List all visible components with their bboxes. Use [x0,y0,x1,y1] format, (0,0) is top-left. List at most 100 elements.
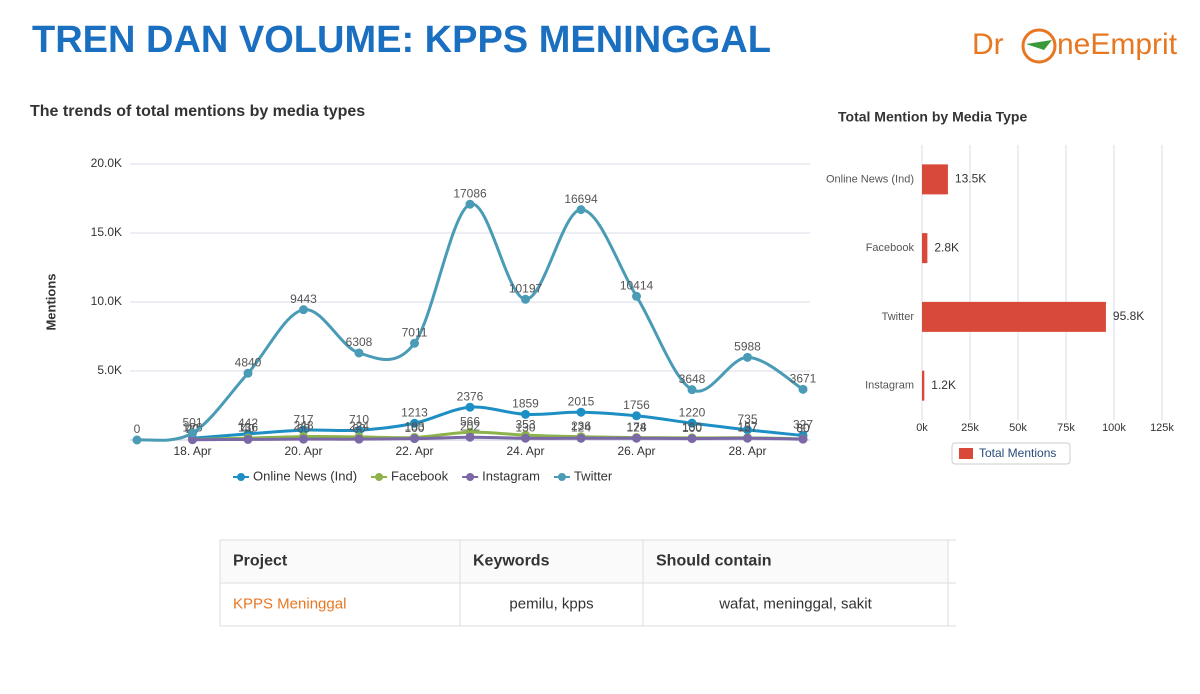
series-line [192,435,804,442]
point [354,434,364,444]
logo-icon [1021,28,1057,64]
data-label: 353 [515,417,535,431]
data-label: 157 [737,420,757,434]
data-label: 95.8K [1113,309,1144,323]
point [410,338,419,348]
legend-label: Twitter [574,468,613,483]
legend-label: Facebook [391,468,449,483]
point [743,352,752,362]
point [465,432,475,442]
point [576,205,586,215]
data-label: 710 [349,412,369,426]
point [410,418,419,428]
point [132,435,142,445]
point [687,385,697,395]
line-chart-title: The trends of total mentions by media ty… [30,103,365,120]
y-tick-label: Online News (Ind) [826,173,914,185]
series-line [136,202,804,442]
series-line [192,405,804,440]
point [299,305,308,315]
data-label: 717 [293,412,313,426]
logo-left: Dr [972,28,1004,61]
point [576,433,586,443]
y-tick-label: Facebook [866,242,915,254]
point [410,434,419,444]
data-label: 136 [238,420,258,434]
data-label: 1220 [679,405,706,419]
data-label: 16694 [564,192,598,206]
data-label: 1.2K [931,378,956,392]
data-label: 5988 [734,340,761,354]
legend-box [951,442,1071,465]
data-label: 60 [297,421,311,435]
point [354,425,364,435]
point [743,433,752,443]
data-label: 236 [571,419,591,433]
point [299,434,308,444]
data-label: 128 [626,420,646,434]
point [243,368,253,378]
x-tick-label: 125k [1150,422,1174,434]
y-tick-label: Instagram [865,380,914,392]
legend-label: Total Mentions [979,446,1056,460]
legend-label: Online News (Ind) [253,468,357,483]
x-tick-label: 22. Apr [395,444,433,458]
data-label: 174 [626,420,646,434]
data-label: 1756 [623,398,650,412]
point [521,409,530,419]
bar [922,164,948,195]
data-label: 127 [737,420,757,434]
data-label: 0 [134,422,141,436]
data-label: 100 [404,421,424,435]
point [798,434,808,444]
data-label: 130 [515,420,535,434]
data-label: 735 [737,412,757,426]
data-label: 6308 [346,335,373,349]
bar-chart-title: Total Mention by Media Type [838,109,1027,125]
data-label: 17086 [453,186,487,200]
data-label: 1213 [401,405,428,419]
point [243,434,253,444]
point [687,434,697,444]
x-tick-label: 24. Apr [506,444,544,458]
data-label: 1859 [512,397,539,411]
data-label: 13.5K [955,172,986,186]
table-header: Should contain [656,553,772,570]
data-label: 60 [796,421,810,435]
data-label: 124 [571,420,591,434]
y-axis-label: Mentions [43,273,58,330]
bar [922,233,928,264]
data-label: 183 [404,420,424,434]
table-header-bg [220,540,948,583]
data-label: 80 [796,421,810,435]
point [465,402,475,412]
data-label: 3671 [790,372,817,386]
data-label: 150 [682,420,702,434]
point [299,425,308,435]
x-tick-label: 26. Apr [617,444,655,458]
legend-marker [466,473,475,481]
x-tick-label: 50k [1009,422,1027,434]
point [798,384,808,394]
logo-drone [1026,40,1052,50]
legend-marker [237,473,245,481]
data-label: 327 [793,418,813,432]
legend-marker [557,473,566,481]
table-header: Project [233,553,288,570]
y-tick-label: Twitter [882,311,915,323]
table-header: Keywords [473,553,550,570]
x-tick-label: 20. Apr [284,444,322,458]
slide-title: TREN DAN VOLUME: KPPS MENINGGAL [32,19,771,61]
point [465,199,475,209]
y-tick-label: 10.0K [91,294,122,308]
legend-label: Instagram [482,468,540,483]
point [632,291,641,301]
y-tick-label: 5.0K [97,363,122,377]
point [743,425,752,435]
bar [922,301,1106,332]
legend-marker [375,473,384,481]
x-tick-label: 75k [1057,422,1075,434]
data-label: 60 [352,421,366,435]
bar [922,370,925,401]
